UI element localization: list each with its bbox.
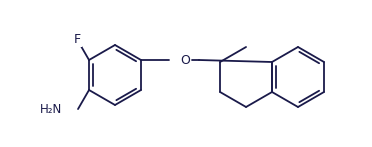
Text: H₂N: H₂N xyxy=(40,103,62,116)
Text: O: O xyxy=(180,54,190,66)
Text: F: F xyxy=(73,33,81,46)
